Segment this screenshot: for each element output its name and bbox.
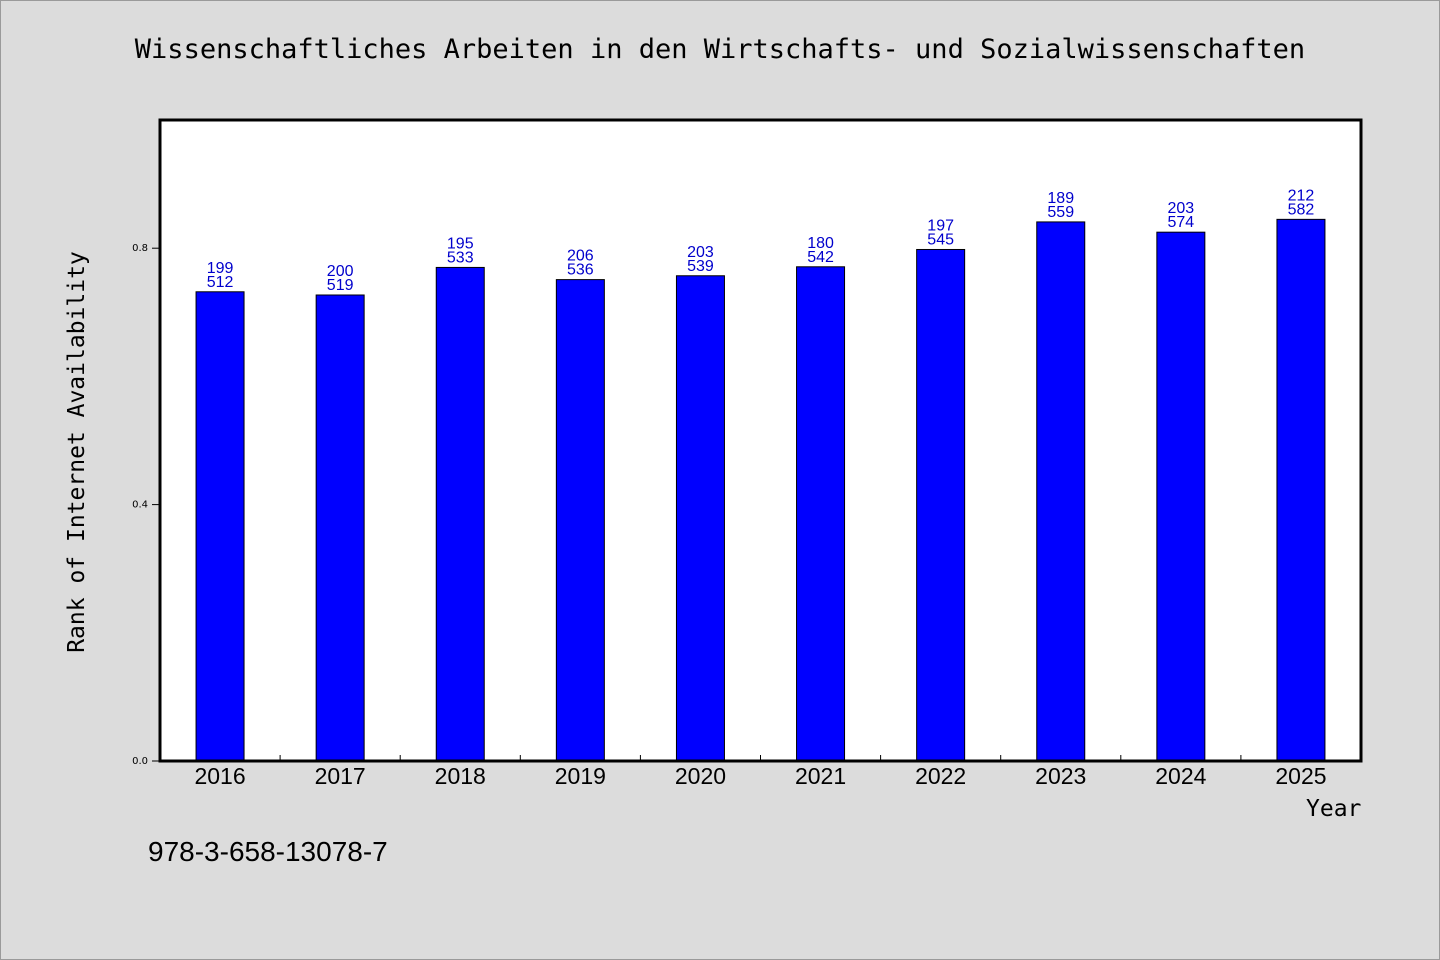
bar-label-bottom: 519: [327, 277, 354, 294]
bar: [435, 266, 485, 762]
bar: [916, 248, 966, 762]
bar-label-top: 195: [447, 235, 474, 252]
chart-title: Wissenschaftliches Arbeiten in den Wirts…: [134, 34, 1306, 65]
bar-label-top: 200: [327, 263, 354, 280]
bar: [315, 294, 365, 762]
x-tick-label: 2022: [915, 763, 966, 789]
bar-label-bottom: 539: [687, 258, 714, 275]
bar-label-top: 212: [1288, 187, 1315, 204]
x-tick-label: 2016: [194, 763, 245, 789]
bar: [555, 279, 605, 762]
x-tick-label: 2024: [1155, 763, 1206, 789]
bar-label-top: 197: [927, 217, 954, 234]
y-tick-label: 0.4: [132, 500, 148, 511]
bar-label-top: 206: [567, 248, 594, 265]
bar-label-top: 199: [207, 260, 234, 277]
bar-label-top: 203: [1167, 200, 1194, 217]
bar: [796, 266, 846, 762]
bar-label-top: 203: [687, 244, 714, 261]
x-tick-label: 2018: [435, 763, 486, 789]
x-tick-label: 2019: [555, 763, 606, 789]
bar: [1276, 218, 1326, 762]
bar-label-bottom: 545: [927, 231, 954, 248]
axis-layer: 2016 2017 2018 2019 2020 2021 2022 2023 2024 2025…: [132, 243, 1326, 789]
bar-label-top: 189: [1047, 190, 1074, 207]
bar-label-bottom: 582: [1288, 201, 1315, 218]
bar-label-top: 180: [807, 235, 834, 252]
y-tick-label: 0.8: [132, 243, 148, 254]
bar: [195, 291, 245, 762]
bar-label-bottom: 536: [567, 262, 594, 279]
bar-label-bottom: 542: [807, 249, 834, 266]
x-tick-label: 2023: [1035, 763, 1086, 789]
x-axis-title: Year: [1306, 796, 1362, 822]
bar-label-bottom: 512: [207, 274, 234, 291]
bar: [1156, 231, 1206, 762]
footer-code: 978-3-658-13078-7: [148, 836, 388, 867]
bar-label-bottom: 559: [1047, 204, 1074, 221]
plot-border: [158, 118, 1363, 763]
bar: [675, 275, 725, 762]
x-tick-label: 2020: [675, 763, 726, 789]
y-tick-label: 0.0: [132, 756, 148, 767]
x-tick-label: 2021: [795, 763, 846, 789]
bar: [1036, 221, 1086, 762]
bar-label-bottom: 574: [1167, 214, 1194, 231]
x-tick-label: 2025: [1275, 763, 1326, 789]
bar-label-bottom: 533: [447, 249, 474, 266]
x-tick-label: 2017: [315, 763, 366, 789]
